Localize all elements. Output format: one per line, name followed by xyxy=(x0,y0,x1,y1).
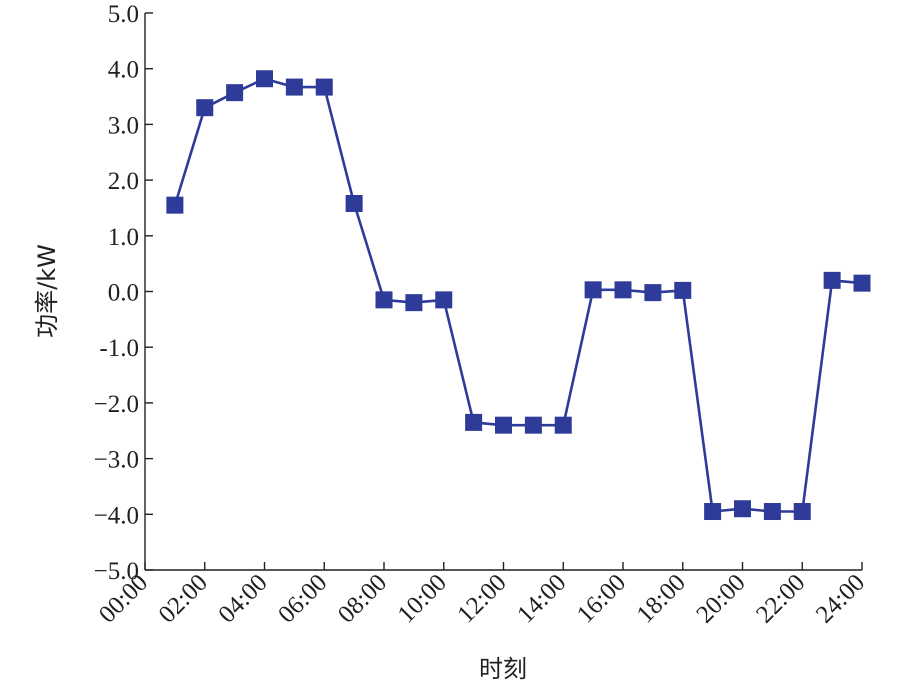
data-point-marker xyxy=(226,84,244,102)
series-line xyxy=(173,77,863,513)
data-point-marker xyxy=(853,274,871,292)
x-tick-label: 18:00 xyxy=(632,569,691,628)
y-tick-label: 2.0 xyxy=(108,168,139,195)
y-tick-label: −3.0 xyxy=(94,447,139,474)
data-point-marker xyxy=(644,284,662,302)
data-point-marker xyxy=(256,70,273,88)
data-point-marker xyxy=(196,99,214,117)
x-tick-label: 02:00 xyxy=(154,569,213,628)
x-tick-label: 20:00 xyxy=(691,569,750,628)
x-tick-label: 22:00 xyxy=(751,569,810,628)
data-point-marker xyxy=(375,291,393,309)
data-point-marker xyxy=(166,196,184,214)
x-axis: 00:00 02:00 04:00 06:00 08:00 10:00 12:00 14:00… xyxy=(94,562,870,629)
x-tick-label: 06:00 xyxy=(273,569,332,628)
y-tick-label: 4.0 xyxy=(108,57,139,84)
data-point-marker xyxy=(793,503,811,521)
y-tick-label: −4.0 xyxy=(94,502,139,529)
series-layer xyxy=(166,70,871,521)
y-tick-label: -1.0 xyxy=(99,335,139,362)
x-tick-label: 08:00 xyxy=(333,569,392,628)
data-point-marker xyxy=(345,194,363,212)
data-point-marker xyxy=(674,281,692,299)
data-point-marker xyxy=(315,78,333,96)
x-tick-label: 24:00 xyxy=(811,569,870,628)
data-point-marker xyxy=(763,503,781,521)
y-tick-label: −2.0 xyxy=(94,391,139,418)
data-point-marker xyxy=(435,291,453,309)
data-point-marker xyxy=(495,416,512,434)
y-tick-label: 5.0 xyxy=(108,1,139,28)
y-tick-label: 0.0 xyxy=(108,280,139,307)
data-point-marker xyxy=(524,416,542,434)
data-point-marker xyxy=(465,413,483,431)
data-point-marker xyxy=(584,281,602,299)
y-tick-label: 1.0 xyxy=(108,224,139,251)
x-tick-label: 16:00 xyxy=(572,569,631,628)
data-point-marker xyxy=(285,78,303,96)
x-tick-label: 12:00 xyxy=(452,569,511,628)
x-tick-label: 14:00 xyxy=(512,569,571,628)
data-point-marker xyxy=(614,281,632,299)
x-tick-label: 04:00 xyxy=(213,569,272,628)
data-point-marker xyxy=(405,294,423,312)
x-tick-label: 10:00 xyxy=(393,569,452,628)
data-point-marker xyxy=(823,271,841,289)
data-point-marker xyxy=(554,416,572,434)
data-point-marker xyxy=(704,503,722,521)
y-tick-label: −5.0 xyxy=(94,558,139,585)
y-tick-label: 3.0 xyxy=(108,112,139,139)
y-axis: 5.0 4.0 3.0 2.0 1.0 0.0 -1.0 −2.0 −3.0 −4.0 −5.0 xyxy=(94,1,153,585)
y-axis-label: 功率/kW xyxy=(33,244,61,338)
data-point-marker xyxy=(734,500,751,518)
x-axis-label: 时刻 xyxy=(479,655,527,683)
